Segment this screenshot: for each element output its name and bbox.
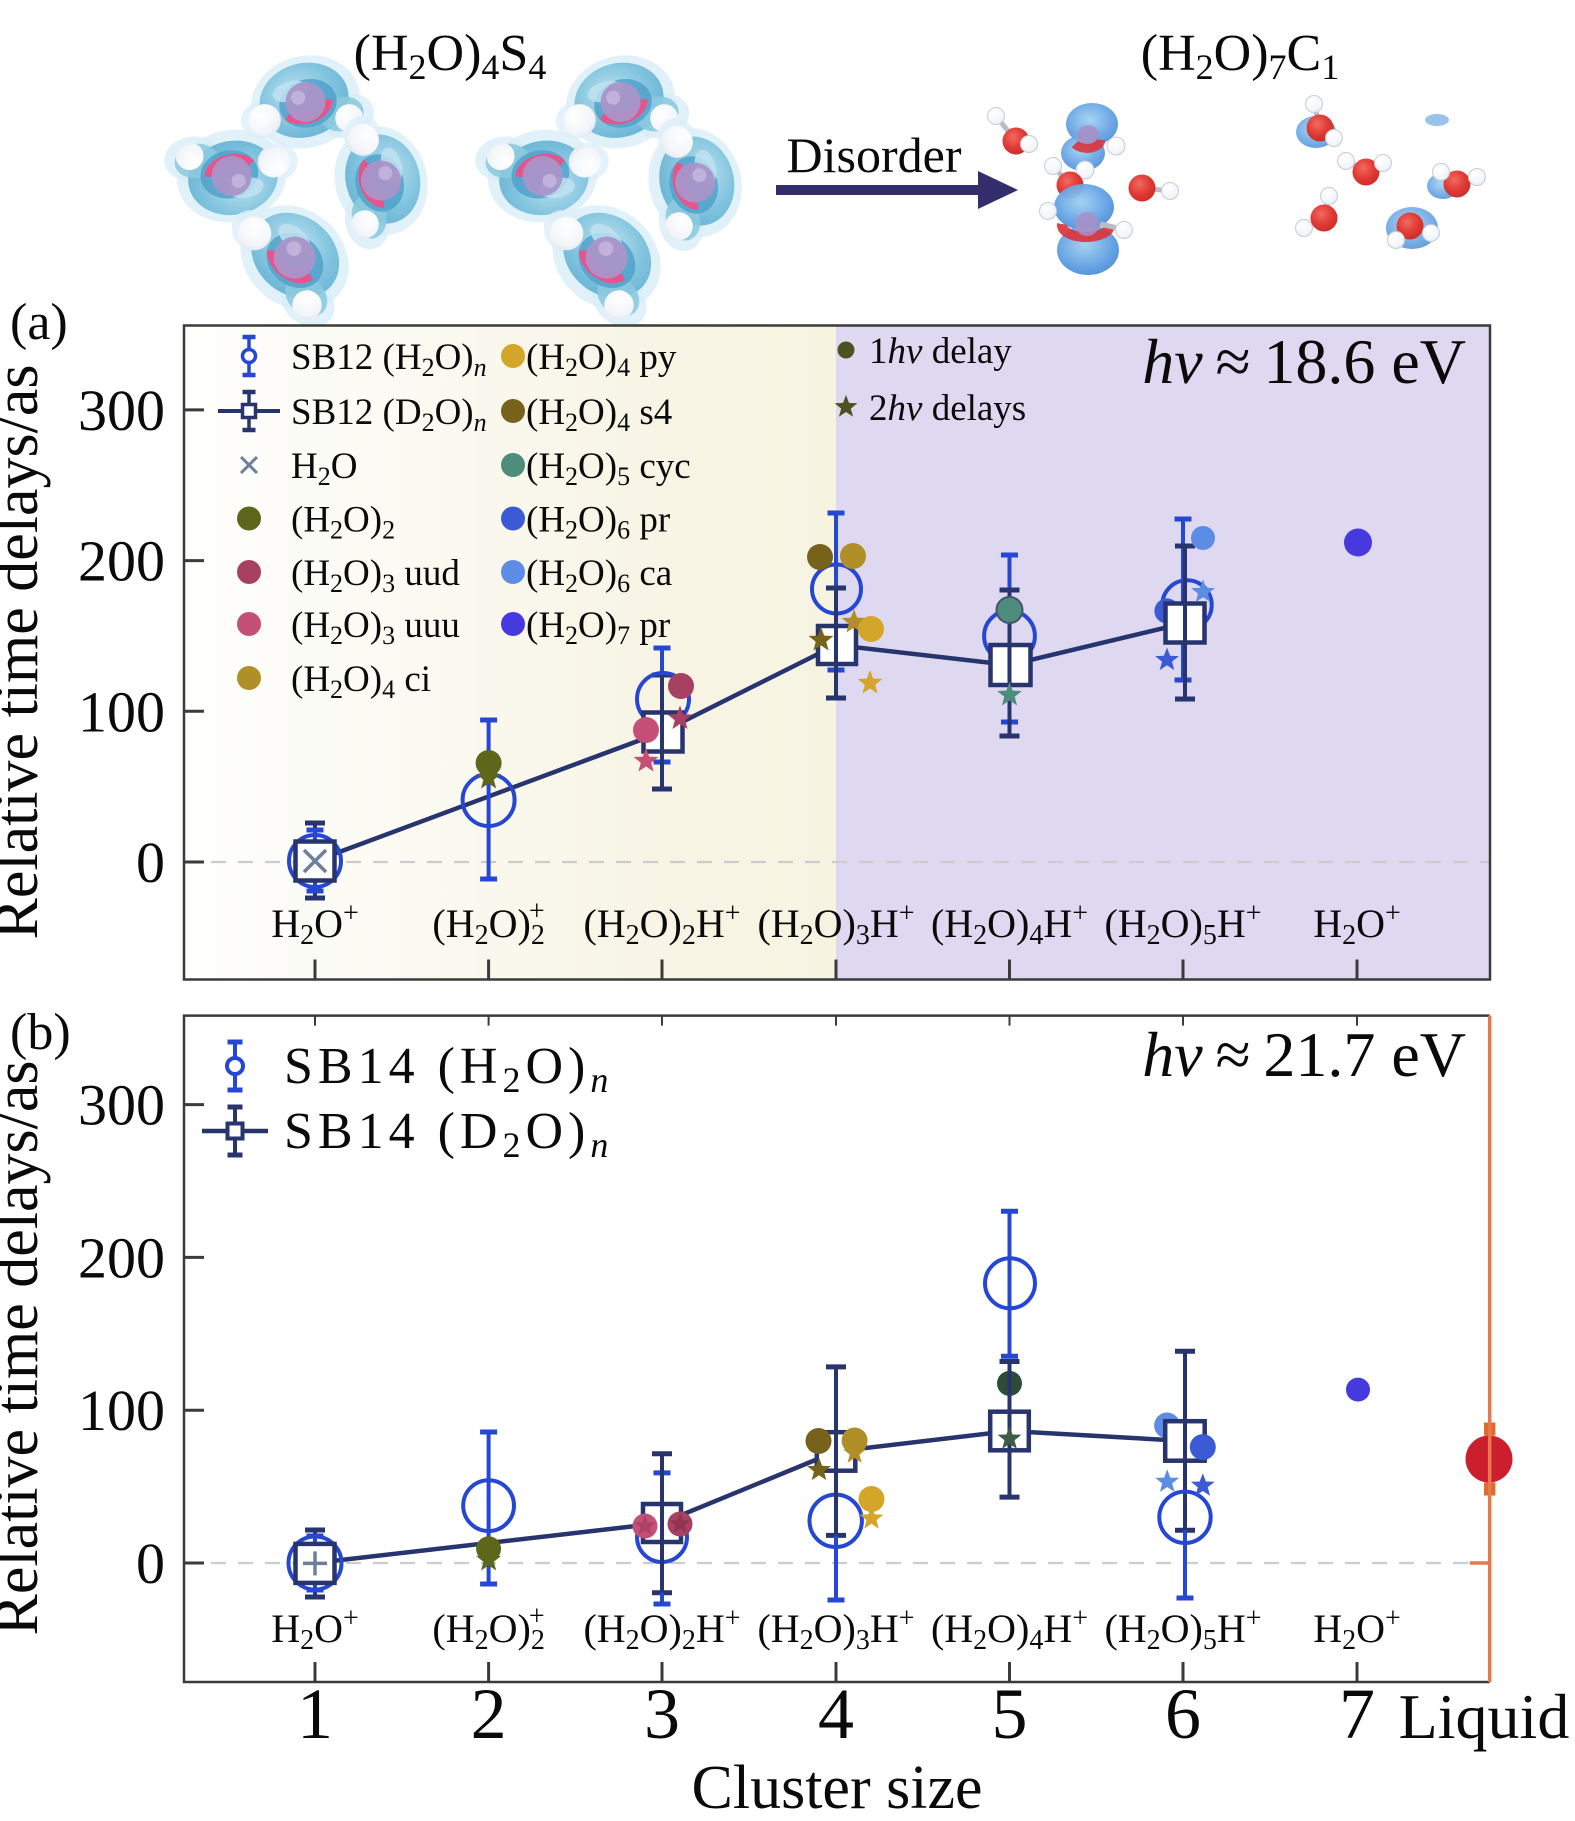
svg-text:Relative time delays/as: Relative time delays/as xyxy=(0,1060,51,1635)
svg-text:H2​O: H2​O xyxy=(291,446,357,491)
svg-text:H2​O+​: H2​O+​ xyxy=(271,898,359,951)
svg-text:(H2​O)4​ py: (H2​O)4​ py xyxy=(526,337,677,382)
svg-text:200: 200 xyxy=(78,1225,165,1290)
svg-text:(H2​O)2​H+​: (H2​O)2​H+​ xyxy=(583,898,740,951)
svg-text:100: 100 xyxy=(78,1378,165,1443)
svg-text:6: 6 xyxy=(1165,1674,1201,1754)
svg-text:2: 2 xyxy=(471,1674,507,1754)
svg-text:(H2​O)6​ pr: (H2​O)6​ pr xyxy=(526,500,670,545)
svg-text:hν ≈ 21.7 eV: hν ≈ 21.7 eV xyxy=(1142,1019,1466,1090)
svg-text:(b): (b) xyxy=(10,1004,71,1061)
svg-text:300: 300 xyxy=(78,1073,165,1138)
svg-text:(H2​O)5​ cyc: (H2​O)5​ cyc xyxy=(526,446,691,491)
svg-text:200: 200 xyxy=(78,529,165,594)
svg-text:0: 0 xyxy=(136,830,165,895)
svg-text:0: 0 xyxy=(136,1531,165,1596)
svg-text:(H2​O)4​H+​: (H2​O)4​H+​ xyxy=(931,1603,1088,1656)
svg-text:100: 100 xyxy=(78,679,165,744)
svg-text:Relative time delays/as: Relative time delays/as xyxy=(0,364,51,939)
svg-text:(H2​O)3​ uuu: (H2​O)3​ uuu xyxy=(291,605,460,650)
svg-text:Liquid: Liquid xyxy=(1399,1681,1570,1752)
svg-text:1hν delay: 1hν delay xyxy=(869,331,1012,372)
svg-text:SB14 (H2​O)n​: SB14 (H2​O)n​ xyxy=(284,1038,613,1100)
svg-text:(H2​O)3​H+​: (H2​O)3​H+​ xyxy=(757,1603,914,1656)
svg-text:(H2​O)4​ s4: (H2​O)4​ s4 xyxy=(526,392,672,437)
svg-text:5: 5 xyxy=(992,1674,1028,1754)
svg-text:1: 1 xyxy=(297,1674,333,1754)
svg-text:H2​O+​: H2​O+​ xyxy=(1313,1603,1401,1656)
svg-text:SB12 (D2​O)n​: SB12 (D2​O)n​ xyxy=(291,392,487,437)
svg-text:hν ≈ 18.6 eV: hν ≈ 18.6 eV xyxy=(1142,326,1466,397)
svg-text:(H2​O)4​H+​: (H2​O)4​H+​ xyxy=(931,898,1088,951)
svg-text:(H2​O)2​H+​: (H2​O)2​H+​ xyxy=(583,1603,740,1656)
svg-text:H2​O+​: H2​O+​ xyxy=(1313,898,1401,951)
svg-text:(H2​O)4​ ci: (H2​O)4​ ci xyxy=(291,659,431,704)
svg-text:H2​O+​: H2​O+​ xyxy=(271,1603,359,1656)
svg-text:(H2​O)2​+​: (H2​O)2​+​ xyxy=(432,896,544,951)
svg-text:(H2​O)3​ uud: (H2​O)3​ uud xyxy=(291,553,460,598)
svg-text:Disorder: Disorder xyxy=(787,127,962,183)
svg-text:(H2​O)3​H+​: (H2​O)3​H+​ xyxy=(757,898,914,951)
svg-text:4: 4 xyxy=(818,1674,854,1754)
svg-text:SB14 (D2​O)n​: SB14 (D2​O)n​ xyxy=(284,1103,613,1165)
svg-text:(H2​O)5​H+​: (H2​O)5​H+​ xyxy=(1104,898,1261,951)
svg-text:(H2​O)7​C1​: (H2​O)7​C1​ xyxy=(1141,25,1339,87)
svg-text:(H2​O)6​ ca: (H2​O)6​ ca xyxy=(526,553,672,598)
svg-text:300: 300 xyxy=(78,378,165,443)
svg-text:7: 7 xyxy=(1339,1674,1375,1754)
svg-text:2hν delays: 2hν delays xyxy=(869,388,1026,429)
svg-text:SB12 (H2​O)n​: SB12 (H2​O)n​ xyxy=(291,337,487,382)
svg-text:(H2​O)2​: (H2​O)2​ xyxy=(291,500,395,545)
svg-text:3: 3 xyxy=(644,1674,680,1754)
svg-text:Cluster size: Cluster size xyxy=(692,1754,983,1821)
svg-text:(a): (a) xyxy=(10,294,68,351)
svg-text:(H2​O)2​+​: (H2​O)2​+​ xyxy=(432,1601,544,1656)
svg-text:(H2​O)4​S4​: (H2​O)4​S4​ xyxy=(354,25,547,87)
svg-text:(H2​O)7​ pr: (H2​O)7​ pr xyxy=(526,605,670,650)
svg-text:(H2​O)5​H+​: (H2​O)5​H+​ xyxy=(1104,1603,1261,1656)
